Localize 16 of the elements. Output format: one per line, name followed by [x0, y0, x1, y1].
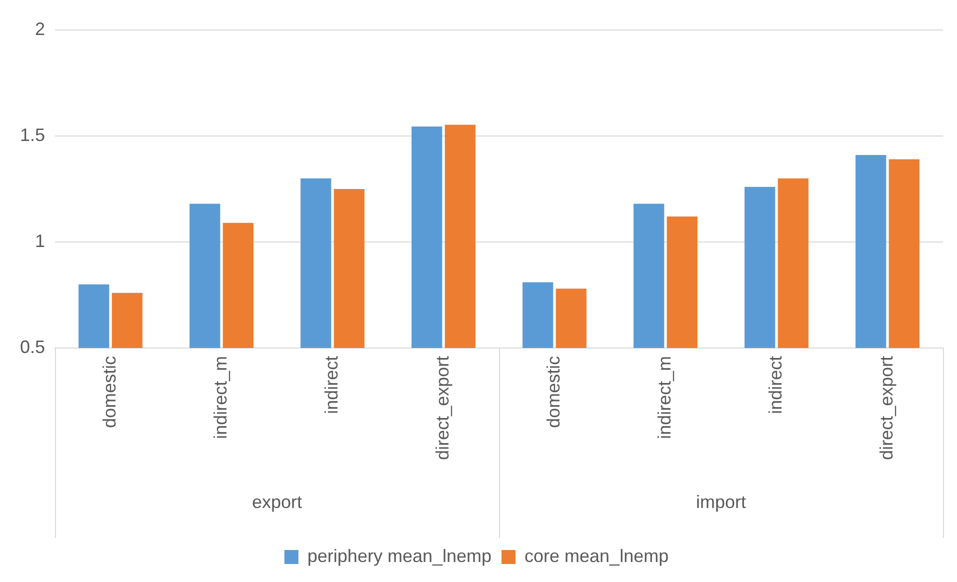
x-tick-label: indirect: [765, 356, 786, 414]
x-tick-label: direct_export: [876, 356, 896, 460]
x-tick-label: domestic: [99, 356, 120, 428]
legend-label: periphery mean_lnemp: [307, 546, 492, 566]
legend-label: core mean_lnemp: [524, 546, 669, 566]
y-tick-label: 0.5: [20, 336, 46, 357]
y-tick-label: 2: [35, 18, 46, 39]
y-tick-label: 1: [35, 230, 46, 251]
text: import: [696, 492, 746, 512]
text: export: [252, 492, 302, 512]
x-tick-label: indirect: [321, 356, 342, 414]
x-tick-label: indirect_m: [210, 356, 230, 439]
x-tick-label: direct_export: [432, 356, 452, 460]
y-tick-label: 1.5: [20, 124, 46, 145]
x-tick-label: domestic: [543, 356, 564, 428]
x-tick-label: indirect_m: [654, 356, 674, 439]
